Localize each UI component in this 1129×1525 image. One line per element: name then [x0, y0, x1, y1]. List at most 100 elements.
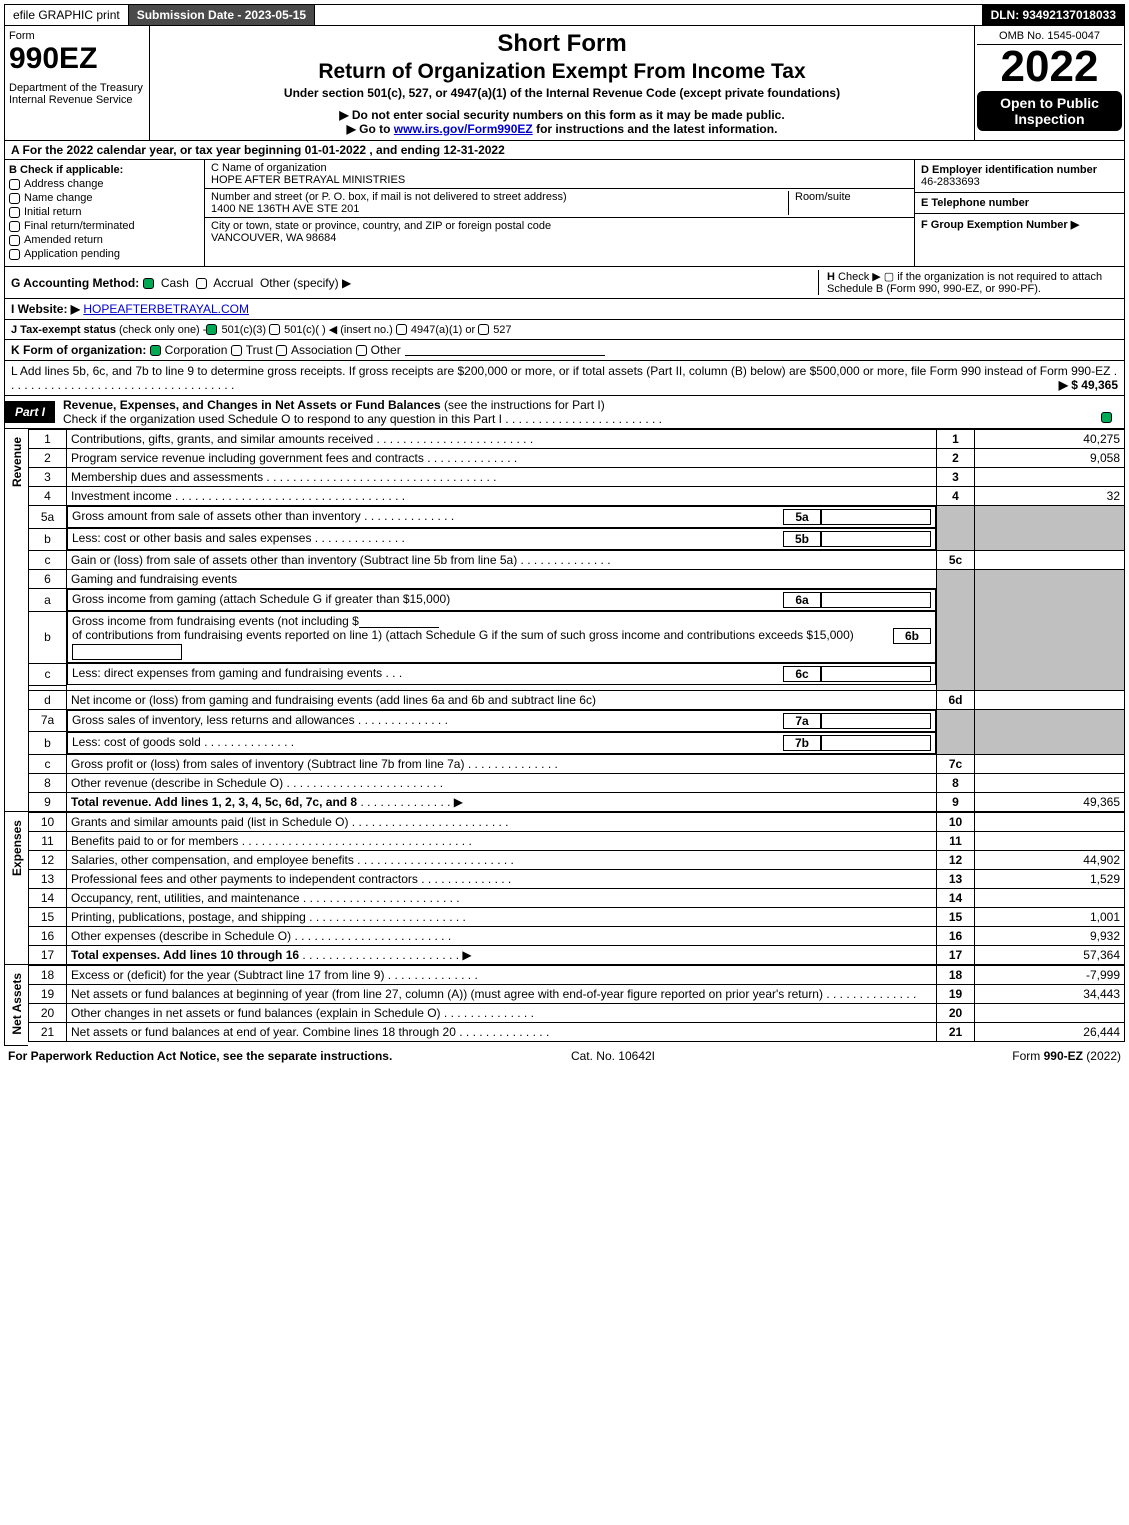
form-header: Form 990EZ Department of the Treasury In…: [4, 26, 1125, 141]
city-label: City or town, state or province, country…: [211, 220, 908, 232]
line-6d: dNet income or (loss) from gaming and fu…: [29, 690, 1125, 709]
footer-mid: Cat. No. 10642I: [571, 1049, 655, 1063]
line-3: 3Membership dues and assessments3: [29, 468, 1125, 487]
street-value: 1400 NE 136TH AVE STE 201: [211, 203, 788, 215]
expenses-section: Expenses 10Grants and similar amounts pa…: [4, 812, 1125, 965]
line-1: 1Contributions, gifts, grants, and simil…: [29, 430, 1125, 449]
irs-link[interactable]: www.irs.gov/Form990EZ: [394, 122, 533, 136]
row-l: L Add lines 5b, 6c, and 7b to line 9 to …: [4, 361, 1125, 396]
footer-left: For Paperwork Reduction Act Notice, see …: [8, 1049, 392, 1063]
line-12: 12Salaries, other compensation, and empl…: [29, 850, 1125, 869]
chk-4947[interactable]: [396, 324, 407, 335]
chk-initial[interactable]: Initial return: [9, 206, 200, 218]
line-21: 21Net assets or fund balances at end of …: [29, 1022, 1125, 1041]
bullet-2: ▶ Go to www.irs.gov/Form990EZ for instru…: [156, 122, 968, 136]
chk-schedule-o[interactable]: [1101, 412, 1112, 423]
chk-other[interactable]: [356, 345, 367, 356]
efile-label: efile GRAPHIC print: [5, 5, 129, 25]
chk-amended[interactable]: Amended return: [9, 234, 200, 246]
room-label: Room/suite: [795, 191, 908, 203]
top-bar: efile GRAPHIC print Submission Date - 20…: [4, 4, 1125, 26]
revenue-section: Revenue 1Contributions, gifts, grants, a…: [4, 429, 1125, 812]
revenue-label: Revenue: [4, 429, 28, 812]
line-20: 20Other changes in net assets or fund ba…: [29, 1003, 1125, 1022]
line-2: 2Program service revenue including gover…: [29, 449, 1125, 468]
chk-final[interactable]: Final return/terminated: [9, 220, 200, 232]
c-name-label: C Name of organization: [211, 162, 908, 174]
chk-cash[interactable]: [143, 278, 154, 289]
expenses-table: 10Grants and similar amounts paid (list …: [28, 812, 1125, 965]
line-17: 17Total expenses. Add lines 10 through 1…: [29, 945, 1125, 964]
line-13: 13Professional fees and other payments t…: [29, 869, 1125, 888]
header-left: Form 990EZ Department of the Treasury In…: [5, 26, 150, 140]
line-16: 16Other expenses (describe in Schedule O…: [29, 926, 1125, 945]
chk-address[interactable]: Address change: [9, 178, 200, 190]
i-label: I Website: ▶: [11, 302, 80, 316]
row-j: J Tax-exempt status (check only one) - 5…: [4, 320, 1125, 340]
website-link[interactable]: HOPEAFTERBETRAYAL.COM: [83, 302, 249, 316]
section-a: A For the 2022 calendar year, or tax yea…: [4, 141, 1125, 160]
section-c: C Name of organization HOPE AFTER BETRAY…: [205, 160, 914, 266]
chk-pending[interactable]: Application pending: [9, 248, 200, 260]
revenue-table: 1Contributions, gifts, grants, and simil…: [28, 429, 1125, 812]
line-7c: cGross profit or (loss) from sales of in…: [29, 754, 1125, 773]
short-form-title: Short Form: [156, 30, 968, 58]
row-g-h: G Accounting Method: Cash Accrual Other …: [4, 267, 1125, 299]
tax-year: 2022: [977, 45, 1122, 89]
chk-assoc[interactable]: [276, 345, 287, 356]
chk-name[interactable]: Name change: [9, 192, 200, 204]
ein-row: D Employer identification number 46-2833…: [915, 160, 1124, 193]
ein-value: 46-2833693: [921, 176, 980, 188]
line-15: 15Printing, publications, postage, and s…: [29, 907, 1125, 926]
chk-501c[interactable]: [269, 324, 280, 335]
section-h: H Check ▶ ▢ if the organization is not r…: [818, 270, 1118, 295]
city-row: City or town, state or province, country…: [205, 218, 914, 246]
street-row: Number and street (or P. O. box, if mail…: [205, 189, 914, 218]
line-19: 19Net assets or fund balances at beginni…: [29, 984, 1125, 1003]
net-assets-label: Net Assets: [4, 965, 28, 1047]
chk-trust[interactable]: [231, 345, 242, 356]
org-name: HOPE AFTER BETRAYAL MINISTRIES: [211, 174, 908, 186]
dept-line2: Internal Revenue Service: [9, 94, 145, 106]
dept-line1: Department of the Treasury: [9, 82, 145, 94]
line-18: 18Excess or (deficit) for the year (Subt…: [29, 965, 1125, 984]
net-assets-section: Net Assets 18Excess or (deficit) for the…: [4, 965, 1125, 1047]
j-label: J Tax-exempt status: [11, 324, 116, 336]
chk-accrual[interactable]: [196, 278, 207, 289]
header-mid: Short Form Return of Organization Exempt…: [150, 26, 974, 140]
net-assets-table: 18Excess or (deficit) for the year (Subt…: [28, 965, 1125, 1042]
section-d-e-f: D Employer identification number 46-2833…: [914, 160, 1124, 266]
footer-right: Form 990-EZ (2022): [1012, 1049, 1121, 1063]
line-8: 8Other revenue (describe in Schedule O)8: [29, 773, 1125, 792]
line-5c: cGain or (loss) from sale of assets othe…: [29, 551, 1125, 570]
header-right: OMB No. 1545-0047 2022 Open to Public In…: [974, 26, 1124, 140]
main-title: Return of Organization Exempt From Incom…: [156, 60, 968, 84]
row-k: K Form of organization: Corporation Trus…: [4, 340, 1125, 361]
line-14: 14Occupancy, rent, utilities, and mainte…: [29, 888, 1125, 907]
part-1-tab: Part I: [5, 401, 55, 423]
chk-501c3[interactable]: [206, 324, 217, 335]
f-label: F Group Exemption Number ▶: [921, 219, 1079, 231]
info-block: B Check if applicable: Address change Na…: [4, 160, 1125, 267]
e-label: E Telephone number: [921, 197, 1029, 209]
org-name-row: C Name of organization HOPE AFTER BETRAY…: [205, 160, 914, 189]
k-label: K Form of organization:: [11, 343, 146, 357]
line-10: 10Grants and similar amounts paid (list …: [29, 812, 1125, 831]
section-g: G Accounting Method: Cash Accrual Other …: [11, 276, 818, 290]
street-label: Number and street (or P. O. box, if mail…: [211, 191, 788, 203]
form-number: 990EZ: [9, 42, 145, 76]
part-1-title: Revenue, Expenses, and Changes in Net As…: [55, 396, 1124, 428]
phone-row: E Telephone number: [915, 193, 1124, 214]
form-word: Form: [9, 30, 145, 42]
l-value: ▶ $ 49,365: [1059, 378, 1118, 392]
page-footer: For Paperwork Reduction Act Notice, see …: [4, 1046, 1125, 1066]
bullet-1: ▶ Do not enter social security numbers o…: [156, 108, 968, 122]
chk-527[interactable]: [478, 324, 489, 335]
open-public-badge: Open to Public Inspection: [977, 91, 1122, 131]
submission-date: Submission Date - 2023-05-15: [129, 5, 315, 25]
d-label: D Employer identification number: [921, 164, 1097, 176]
part-1-header: Part I Revenue, Expenses, and Changes in…: [4, 396, 1125, 429]
chk-corp[interactable]: [150, 345, 161, 356]
subtitle: Under section 501(c), 527, or 4947(a)(1)…: [156, 86, 968, 100]
line-5a: 5aGross amount from sale of assets other…: [29, 506, 1125, 529]
